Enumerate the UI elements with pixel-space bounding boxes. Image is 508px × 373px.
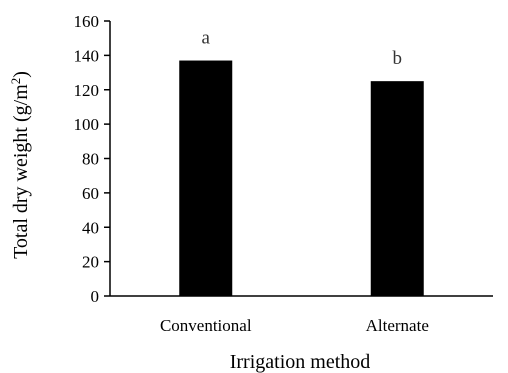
y-tick-label: 160 xyxy=(74,12,100,31)
y-axis-title-suffix: ) xyxy=(10,71,32,78)
y-tick-label: 80 xyxy=(82,150,99,169)
y-axis-title-superscript: 2 xyxy=(8,78,23,85)
bar-data-label: a xyxy=(202,28,211,49)
x-category-label: Conventional xyxy=(160,316,252,335)
y-axis-title-text: Total dry weight (g/m xyxy=(10,84,32,259)
y-tick-label: 40 xyxy=(82,218,99,237)
y-tick-label: 60 xyxy=(82,184,99,203)
bar xyxy=(370,81,424,296)
x-category-label: Alternate xyxy=(366,316,429,335)
bars xyxy=(179,60,424,296)
y-axis-title: Total dry weight (g/m2) xyxy=(8,71,32,259)
labels: a Conventional b Alternate xyxy=(160,28,429,335)
x-axis-title: Irrigation method xyxy=(230,351,371,373)
y-tick-label: 140 xyxy=(74,46,100,65)
bar-data-label: b xyxy=(393,48,403,69)
y-tick-label: 120 xyxy=(74,81,100,100)
bar xyxy=(179,60,233,296)
y-tick-label: 0 xyxy=(91,287,100,306)
y-tick-label: 100 xyxy=(74,115,100,134)
axes: 0 20 40 60 80 100 120 140 160 xyxy=(74,12,493,306)
y-tick-label: 20 xyxy=(82,253,99,272)
